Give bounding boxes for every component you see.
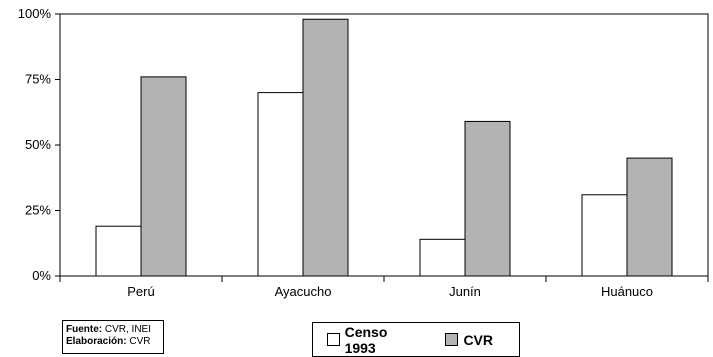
y-axis: 0% 25% 50% 75% 100% (18, 6, 60, 283)
legend-label-cvr: CVR (463, 331, 493, 348)
bar-cvr (140, 76, 187, 277)
x-tick-label: Ayacucho (275, 284, 332, 299)
y-tick-label: 100% (18, 6, 52, 21)
elaboracion-label: Elaboración: (66, 336, 127, 347)
bar-cvr (626, 157, 673, 277)
bar-censo-1993 (95, 225, 142, 277)
bars (95, 18, 673, 277)
legend-label-censo: Censo 1993 (344, 323, 388, 356)
y-tick-label: 25% (25, 203, 51, 218)
x-tick-label: Junín (449, 284, 481, 299)
x-tick-label: Perú (127, 284, 154, 299)
fuente-value: CVR, INEI (104, 324, 152, 335)
elaboration-line: Elaboración: CVR (66, 336, 163, 348)
legend-swatch-cvr (445, 333, 459, 346)
fuente-label: Fuente: (66, 324, 103, 335)
legend-swatch-censo (327, 333, 340, 346)
source-note: Fuente: CVR, INEI Elaboración: CVR (62, 320, 164, 354)
y-tick-label: 50% (25, 137, 51, 152)
bar-chart: 0% 25% 50% 75% 100% Perú Ayacucho Junín Huánuco (18, 6, 709, 299)
y-tick-label: 75% (25, 72, 51, 87)
x-axis: Perú Ayacucho Junín Huánuco (59, 276, 709, 299)
legend-item-cvr: CVR (445, 332, 493, 348)
source-line: Fuente: CVR, INEI (66, 324, 163, 336)
x-tick-label: Huánuco (601, 284, 653, 299)
bar-cvr (302, 18, 349, 277)
bar-censo-1993 (581, 194, 628, 277)
plot-frame (59, 13, 709, 277)
elaboracion-value: CVR (129, 336, 151, 347)
bar-censo-1993 (419, 238, 466, 277)
legend-item-censo: Censo 1993 (327, 324, 419, 356)
chart-legend: Censo 1993 CVR (312, 322, 520, 357)
y-tick-label: 0% (32, 268, 51, 283)
bar-censo-1993 (257, 92, 304, 277)
bar-cvr (464, 120, 511, 277)
